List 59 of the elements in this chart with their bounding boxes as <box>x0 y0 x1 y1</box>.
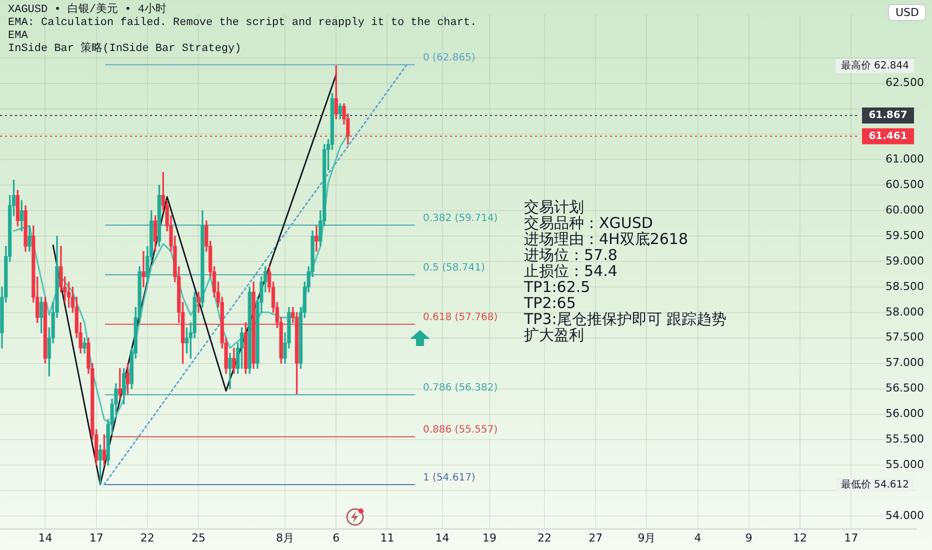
y-tick-label: 57.000 <box>886 356 924 370</box>
chart-title: XAGUSD • 白银/美元 • 4小时 <box>8 4 168 17</box>
y-tick-label: 55.500 <box>886 432 924 446</box>
x-tick-label: 14 <box>435 531 450 544</box>
x-tick-label: 9月 <box>638 531 656 544</box>
annotation: 交易计划 <box>524 198 585 216</box>
x-tick-label: 22 <box>140 531 154 544</box>
candlestick <box>314 226 318 252</box>
x-tick-label: 22 <box>537 531 552 544</box>
ref-line-label: 0.618 (57.768) <box>423 312 498 323</box>
annotation: TP1:62.5 <box>524 278 592 296</box>
ref-line-label: 0.886 (55.557) <box>423 424 498 436</box>
y-tick-label: 56.000 <box>886 407 924 420</box>
x-tick-label: 6 <box>332 531 340 544</box>
y-tick-label: 54.000 <box>886 508 924 522</box>
y-tick-label: 60.500 <box>886 178 924 192</box>
annotation: TP3:尾仓推保护即可 跟踪趋势 <box>524 310 727 328</box>
y-tick-label: 56.500 <box>886 382 924 395</box>
y-tick-label: 62.500 <box>886 76 924 90</box>
x-tick-label: 17 <box>844 531 858 544</box>
ref-line-label: 61.867 <box>868 110 908 122</box>
annotation: InSide Bar 策略(InSide Bar Strategy) <box>8 43 242 55</box>
x-tick-label: 25 <box>192 531 206 544</box>
y-tick-label: 59.500 <box>886 228 924 242</box>
ref-line-label: 0.382 (59.714) <box>423 212 498 224</box>
annotation: 进场位：57.8 <box>524 246 618 264</box>
x-tick-label: 8月 <box>276 531 294 544</box>
x-tick-label: 12 <box>793 531 808 544</box>
annotation: EMA <box>8 30 29 43</box>
annotation: EMA: Calculation failed. Remove the script and reapply it to the chart. <box>8 17 477 30</box>
x-tick-label: 14 <box>38 531 52 544</box>
x-tick-label: 17 <box>89 531 104 544</box>
ref-line-label: 1 (54.617) <box>423 472 476 484</box>
x-tick-label: 19 <box>482 531 496 544</box>
y-tick-label: 58.500 <box>886 280 924 293</box>
annotation: 止损位：54.4 <box>524 262 618 280</box>
ref-line-label: 0.786 (56.382) <box>423 382 498 394</box>
ref-line-label: 0 (62.865) <box>423 52 476 64</box>
y-tick-label: 55.000 <box>886 458 924 472</box>
y-axis-title: USD <box>888 4 926 21</box>
y-tick-label: 58.000 <box>886 305 924 318</box>
ref-line-label: 61.461 <box>868 130 908 142</box>
x-tick-label: 27 <box>588 531 603 544</box>
y-tick-label: 59.000 <box>886 254 924 268</box>
y-tick-label: 61.000 <box>886 152 924 166</box>
x-tick-label: 9 <box>745 531 752 544</box>
y-tick-label: 57.500 <box>886 330 924 344</box>
x-tick-label: 11 <box>380 531 394 544</box>
y-tick-label: 60.000 <box>886 203 924 216</box>
ref-line-label: 0.5 (58.741) <box>423 262 485 274</box>
candlestick <box>142 251 146 288</box>
annotation: 扩大盈利 <box>524 326 585 344</box>
annotation: 最高价 62.844 <box>840 59 909 72</box>
annotation: TP2:65 <box>524 294 577 312</box>
annotation: 交易品种：XGUSD <box>524 214 654 232</box>
x-tick-label: 4 <box>694 531 702 544</box>
annotation: 进场理由：4H双底2618 <box>524 230 689 248</box>
annotation: 最低价 54.612 <box>840 478 909 491</box>
candlestick <box>196 292 200 313</box>
